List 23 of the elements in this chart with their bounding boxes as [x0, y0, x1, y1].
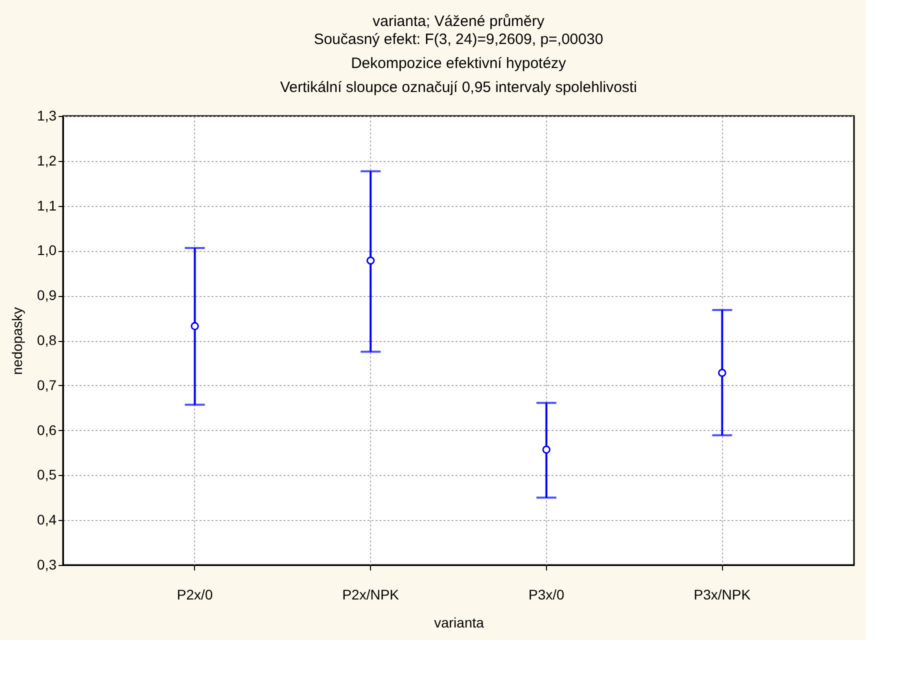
- y-tick-label: 0,6: [37, 422, 57, 438]
- point: [190, 322, 199, 330]
- chart-title: varianta; Vážené průměry: [372, 13, 545, 30]
- x-tick-label: P3x/NPK: [694, 586, 752, 602]
- y-tick-label: 0,8: [37, 332, 57, 348]
- y-tick-label: 1,3: [37, 108, 57, 124]
- point: [718, 368, 726, 377]
- chart-subtitle: Současný efekt: F(3, 24)=9,2609, p=,00030 Dekompozice efektivní hypotézy Vertikální sloupce označují 0,95 intervaly spolehlivosti: [280, 31, 637, 96]
- y-tick-label: 0,4: [37, 512, 57, 528]
- y-tick-label: 0,7: [37, 376, 57, 393]
- y-tick-label: 0,5: [37, 466, 57, 483]
- x-tick-label: P2x/NPK: [342, 586, 400, 602]
- y-axis-title: nedopasky: [9, 307, 26, 375]
- y-tick-label: 1,0: [37, 242, 57, 258]
- point: [366, 256, 375, 265]
- y-tick-label: 0,3: [37, 556, 57, 572]
- y-tick-label: 1,1: [37, 197, 57, 214]
- x-tick-label: P3x/0: [528, 586, 564, 602]
- x-axis-title: varianta: [434, 614, 484, 630]
- point: [542, 446, 550, 454]
- x-tick-label: P2x/0: [176, 586, 213, 602]
- y-tick-label: 0,9: [37, 287, 57, 304]
- y-tick-label: 1,2: [37, 152, 57, 168]
